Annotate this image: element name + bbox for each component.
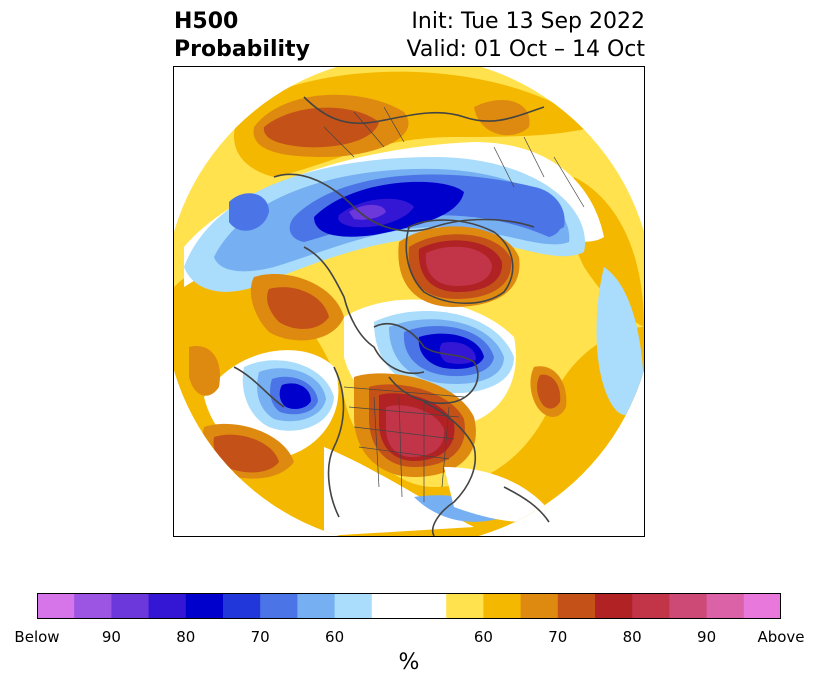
colorbar-tick-label: 80 xyxy=(176,628,196,646)
below-70-northeast xyxy=(519,186,565,231)
map-dates: Init: Tue 13 Sep 2022 Valid: 01 Oct – 14… xyxy=(407,8,645,64)
colorbar-swatch xyxy=(743,593,781,619)
colorbar-tick-label: 60 xyxy=(325,628,345,646)
above-75-west xyxy=(267,287,329,329)
valid-range: Valid: 01 Oct – 14 Oct xyxy=(406,37,645,62)
above-70-far-west xyxy=(189,346,220,396)
colorbar-unit: % xyxy=(398,650,420,675)
colorbar-swatch xyxy=(111,593,150,619)
colorbar-tick-label: 70 xyxy=(548,628,568,646)
colorbar-swatch xyxy=(483,593,522,619)
below-90-north xyxy=(349,204,386,220)
colorbar-border xyxy=(37,593,781,619)
above-75-southwest xyxy=(213,434,279,473)
colorbar-tick-label: 70 xyxy=(250,628,270,646)
colorbar-swatch xyxy=(371,593,410,619)
colorbar-tick-label: Below xyxy=(14,628,60,646)
colorbar-swatch xyxy=(185,593,224,619)
above-75-atlantic xyxy=(537,374,561,409)
colorbar-swatch xyxy=(632,593,670,619)
colorbar-swatch xyxy=(334,593,373,619)
colorbar-swatch xyxy=(595,593,633,619)
title-variable: H500 xyxy=(174,9,239,34)
coastlines xyxy=(233,96,550,536)
colorbar-swatch xyxy=(520,593,559,619)
colorbar-tick-label: 90 xyxy=(697,628,717,646)
political-borders xyxy=(323,106,585,502)
colorbar-swatch xyxy=(37,593,75,619)
above-75-north xyxy=(263,107,379,148)
colorbar-swatch xyxy=(706,593,745,619)
colorbar-swatch xyxy=(223,593,261,619)
colorbar-swatch xyxy=(557,593,596,619)
below-60-east xyxy=(596,267,644,416)
colorbar-swatch xyxy=(260,593,298,619)
colorbar-swatch xyxy=(148,593,187,619)
colorbar-swatch xyxy=(74,593,112,619)
colorbar-tick-label: 60 xyxy=(473,628,493,646)
colorbar-swatch xyxy=(409,593,447,619)
colorbar xyxy=(37,593,781,619)
title-product: Probability xyxy=(174,37,310,62)
colorbar-swatch xyxy=(297,593,336,619)
colorbar-tick-label: 80 xyxy=(622,628,642,646)
colorbar-tick-label: Above xyxy=(757,628,805,646)
colorbar-swatch xyxy=(446,593,484,619)
above-85-center xyxy=(425,246,492,286)
colorbar-swatches xyxy=(37,593,781,619)
below-70-northwest xyxy=(229,193,269,231)
probability-map xyxy=(173,66,645,537)
below-80-pacific xyxy=(279,383,311,409)
colorbar-tick-label: 90 xyxy=(101,628,121,646)
above-70-northeast xyxy=(474,99,530,136)
map-canvas xyxy=(174,67,644,536)
colorbar-swatch xyxy=(669,593,708,619)
map-title: H500 Probability xyxy=(174,8,310,64)
init-date: Init: Tue 13 Sep 2022 xyxy=(411,9,645,34)
neutral-band-south xyxy=(324,447,474,536)
neutral-band-southeast xyxy=(444,467,554,523)
